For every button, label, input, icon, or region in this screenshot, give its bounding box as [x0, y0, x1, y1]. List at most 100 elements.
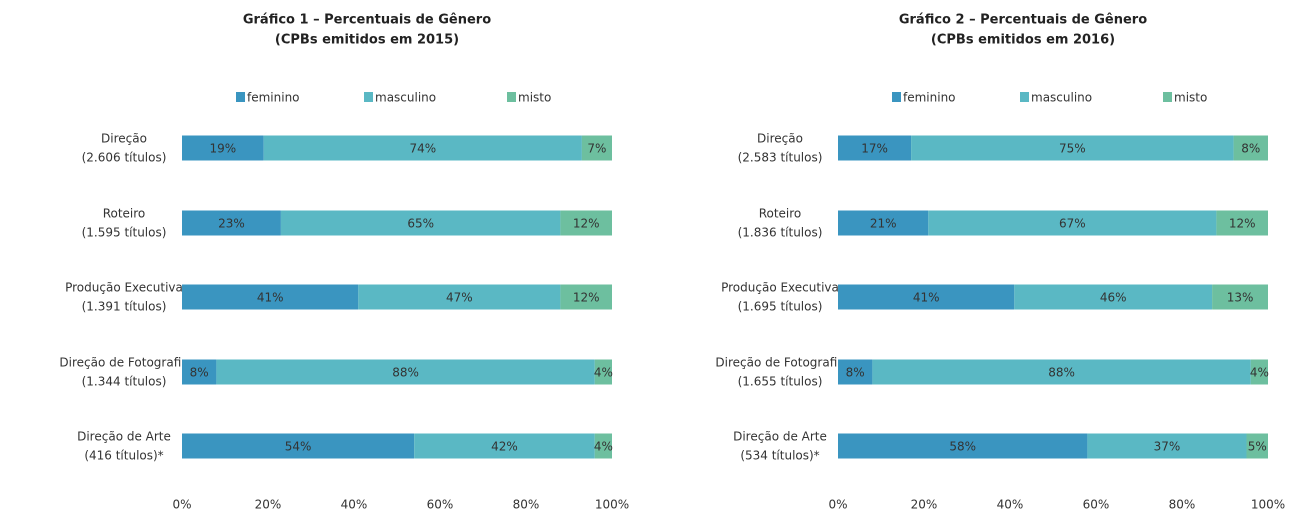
bar-segment [1014, 284, 1213, 310]
bar-segment [872, 359, 1251, 385]
value-label: 7% [587, 142, 606, 156]
x-tick-label: 60% [427, 498, 454, 512]
bar-segment [182, 359, 217, 385]
value-label: 12% [573, 217, 600, 231]
value-label: 17% [861, 142, 888, 156]
chart-subtitle: (CPBs emitidos em 2016) [931, 33, 1115, 48]
bar-segment [560, 284, 612, 310]
bar-segment [216, 359, 595, 385]
bar-segment [560, 210, 612, 236]
bar-segment [182, 433, 415, 459]
bar-segment [838, 210, 929, 236]
value-label: 88% [392, 366, 419, 380]
category-label: Direção de Arte [733, 430, 827, 444]
bar-segment [928, 210, 1217, 236]
value-label: 8% [190, 366, 209, 380]
legend-swatch [364, 92, 373, 102]
value-label: 21% [870, 217, 897, 231]
bar-segment [838, 284, 1015, 310]
category-label: Direção de Arte [77, 430, 171, 444]
chart-subtitle: (CPBs emitidos em 2015) [275, 33, 459, 48]
legend-label: feminino [247, 91, 300, 105]
category-label: (1.391 títulos) [82, 300, 167, 314]
value-label: 5% [1248, 440, 1267, 454]
legend-label: masculino [1031, 91, 1092, 105]
bar-segment [1250, 359, 1268, 385]
bar-segment [911, 135, 1234, 161]
x-tick-label: 40% [341, 498, 368, 512]
bar-segment [1212, 284, 1268, 310]
value-label: 47% [446, 291, 473, 305]
value-label: 23% [218, 217, 245, 231]
legend-label: feminino [903, 91, 956, 105]
legend-swatch [1020, 92, 1029, 102]
value-label: 4% [594, 366, 613, 380]
x-tick-label: 40% [997, 498, 1024, 512]
x-tick-label: 80% [513, 498, 540, 512]
bar-segment [838, 433, 1088, 459]
bar-segment [182, 135, 264, 161]
bar-segment [838, 135, 912, 161]
bar-segment [594, 359, 612, 385]
legend-label: masculino [375, 91, 436, 105]
value-label: 46% [1100, 291, 1127, 305]
legend-swatch [236, 92, 245, 102]
chart-title: Gráfico 2 – Percentuais de Gênero [899, 13, 1147, 28]
category-label: (2.583 títulos) [738, 151, 823, 165]
value-label: 42% [491, 440, 518, 454]
value-label: 41% [913, 291, 940, 305]
category-label: (416 títulos)* [84, 449, 163, 463]
x-tick-label: 60% [1083, 498, 1110, 512]
x-tick-label: 100% [595, 498, 629, 512]
value-label: 75% [1059, 142, 1086, 156]
category-label: (1.595 títulos) [82, 226, 167, 240]
value-label: 19% [210, 142, 237, 156]
category-label: Direção de Fotografia [59, 356, 188, 370]
category-label: (2.606 títulos) [82, 151, 167, 165]
bar-segment [838, 359, 873, 385]
value-label: 41% [257, 291, 284, 305]
value-label: 4% [594, 440, 613, 454]
category-label: (1.836 títulos) [738, 226, 823, 240]
category-label: Roteiro [103, 207, 146, 221]
category-label: Direção [757, 132, 803, 146]
bar-segment [581, 135, 612, 161]
category-label: Direção [101, 132, 147, 146]
legend-swatch [507, 92, 516, 102]
category-label: (1.695 títulos) [738, 300, 823, 314]
bar-segment [358, 284, 561, 310]
category-label: (1.344 títulos) [82, 375, 167, 389]
bar-segment [414, 433, 595, 459]
bar-segment [280, 210, 561, 236]
value-label: 58% [949, 440, 976, 454]
category-label: (1.655 títulos) [738, 375, 823, 389]
bar-segment [1246, 433, 1268, 459]
category-label: Produção Executiva [65, 281, 183, 295]
value-label: 54% [285, 440, 312, 454]
bar-segment [182, 210, 281, 236]
value-label: 65% [407, 217, 434, 231]
bar-segment [594, 433, 612, 459]
bar-segment [1233, 135, 1268, 161]
value-label: 13% [1227, 291, 1254, 305]
legend-label: misto [518, 91, 551, 105]
value-label: 88% [1048, 366, 1075, 380]
value-label: 67% [1059, 217, 1086, 231]
bar-segment [1216, 210, 1268, 236]
category-label: Direção de Fotografia [715, 356, 844, 370]
value-label: 4% [1250, 366, 1269, 380]
legend-swatch [1163, 92, 1172, 102]
x-tick-label: 100% [1251, 498, 1285, 512]
x-tick-label: 0% [828, 498, 847, 512]
legend-swatch [892, 92, 901, 102]
value-label: 74% [409, 142, 436, 156]
category-label: Produção Executiva [721, 281, 839, 295]
legend-label: misto [1174, 91, 1207, 105]
bar-segment [1087, 433, 1247, 459]
value-label: 12% [1229, 217, 1256, 231]
x-tick-label: 20% [255, 498, 282, 512]
bar-segment [263, 135, 582, 161]
value-label: 12% [573, 291, 600, 305]
bar-segment [182, 284, 359, 310]
